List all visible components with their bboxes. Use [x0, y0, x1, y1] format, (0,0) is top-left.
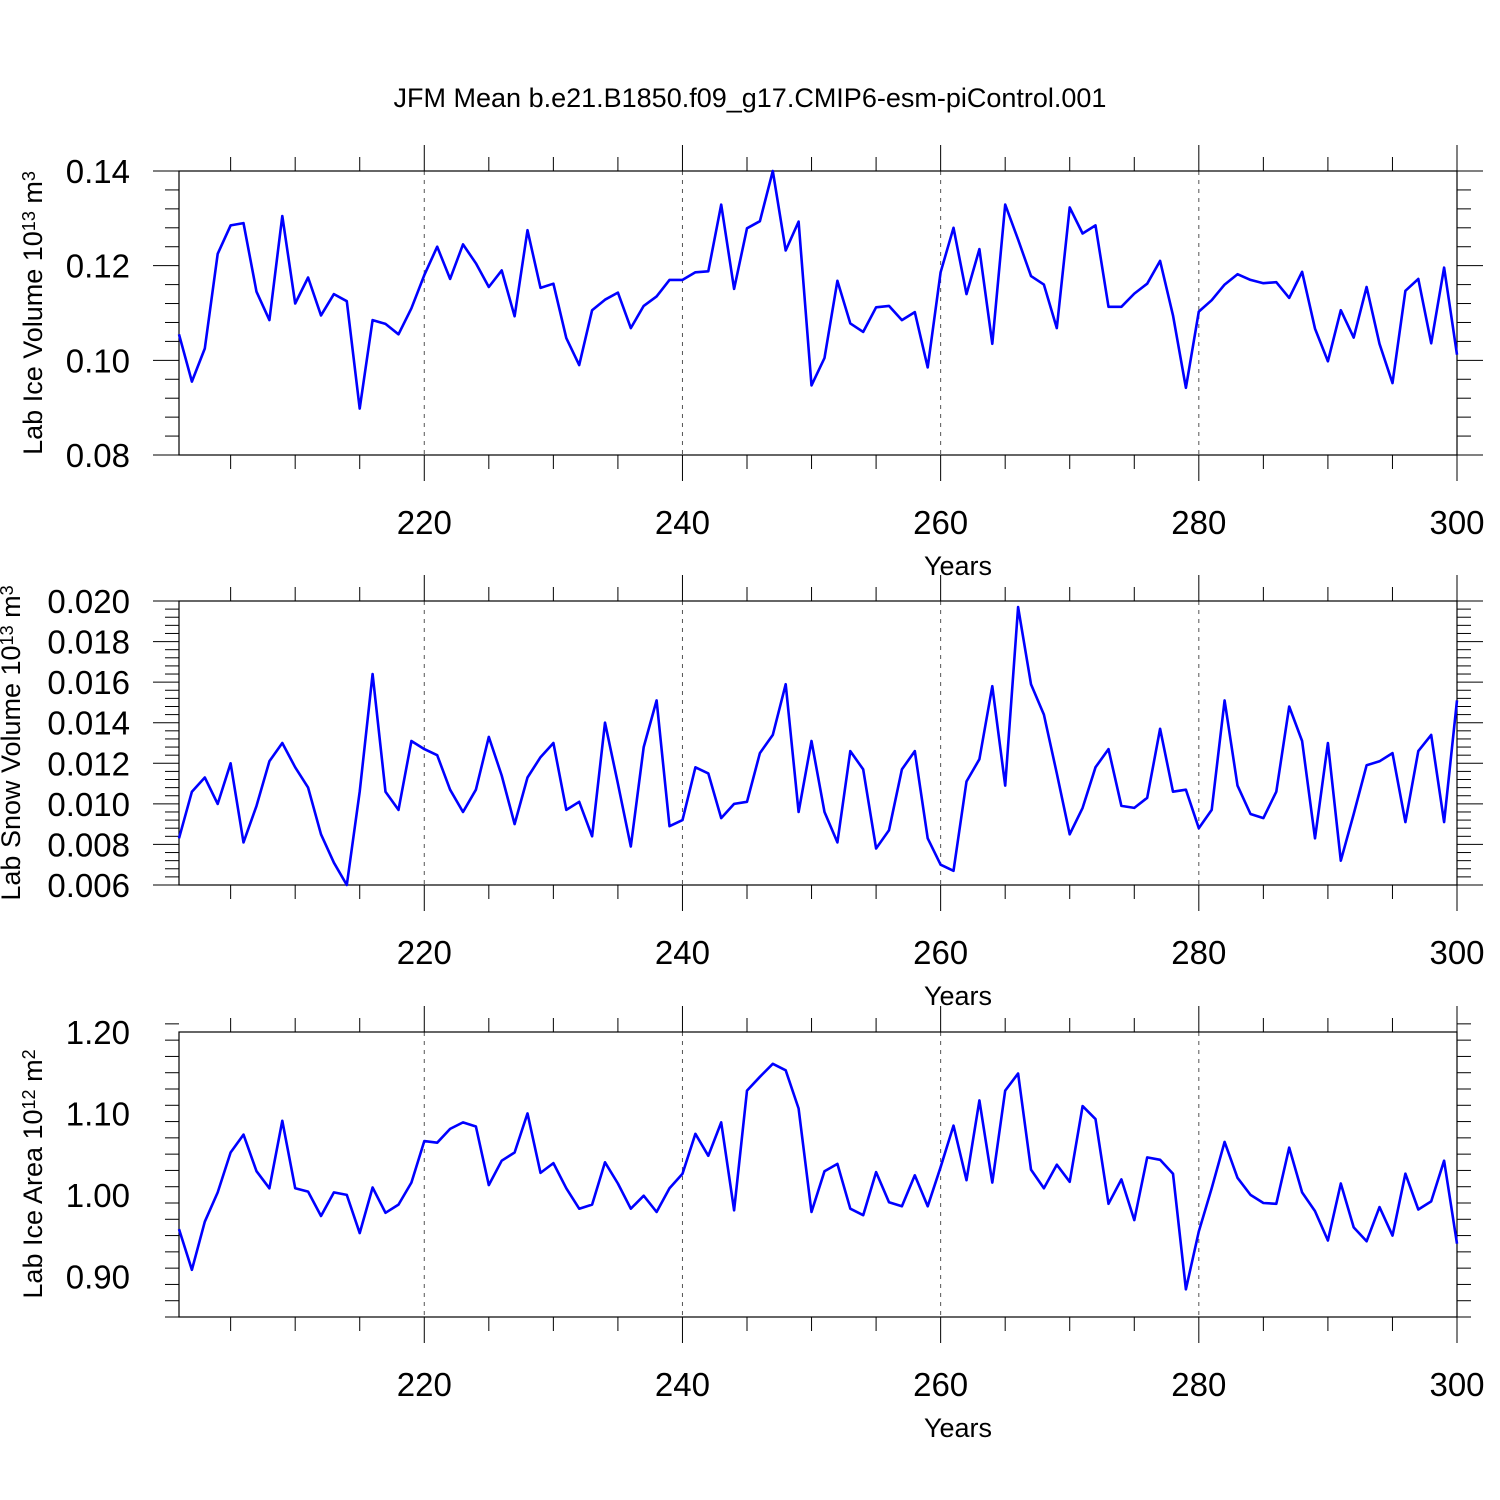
figure-title: JFM Mean b.e21.B1850.f09_g17.CMIP6-esm-p…: [394, 83, 1107, 113]
y-tick-label: 0.14: [66, 153, 130, 190]
y-tick-label: 0.016: [47, 664, 130, 701]
plot-frame: [178, 1031, 1458, 1318]
x-tick-label: 280: [1171, 504, 1226, 541]
series-line: [177, 605, 1459, 887]
x-axis-label: Years: [924, 1413, 992, 1443]
y-axis-label-part: m: [0, 595, 26, 625]
y-tick-label: 1.10: [66, 1095, 130, 1132]
plot-frame: [178, 170, 1458, 456]
y-axis-label: Lab Ice Volume 1013 m3: [18, 171, 48, 455]
y-axis-label-superscript: 2: [19, 1049, 39, 1059]
y-tick-label: 0.10: [66, 342, 130, 379]
x-axis-label: Years: [924, 551, 992, 581]
y-axis-label: Lab Snow Volume 1013 m3: [0, 585, 26, 900]
x-tick-label: 260: [913, 1366, 968, 1403]
y-axis-label: Lab Ice Area 1012 m2: [18, 1049, 48, 1298]
series-line: [177, 1062, 1459, 1291]
plot-frame: [178, 600, 1458, 886]
x-tick-label: 240: [655, 504, 710, 541]
y-axis-label-part: m: [18, 181, 48, 211]
y-axis-label-superscript: 3: [0, 585, 17, 595]
y-axis-label-part: Lab Ice Volume 10: [18, 231, 48, 455]
y-tick-label: 0.020: [47, 583, 130, 620]
y-axis-label-superscript: 13: [19, 211, 39, 231]
x-tick-label: 240: [655, 1366, 710, 1403]
y-tick-label: 0.08: [66, 437, 130, 474]
y-tick-label: 0.018: [47, 624, 130, 661]
x-tick-label: 280: [1171, 1366, 1226, 1403]
x-tick-label: 220: [397, 934, 452, 971]
x-tick-label: 300: [1429, 504, 1484, 541]
y-tick-label: 0.012: [47, 745, 130, 782]
y-tick-label: 0.008: [47, 826, 130, 863]
x-axis-label: Years: [924, 981, 992, 1011]
y-axis-label-superscript: 13: [0, 625, 17, 645]
y-tick-label: 0.006: [47, 867, 130, 904]
y-tick-label: 0.014: [47, 705, 130, 742]
panel-lab-ice-area: 220 240 260 280 300 Years 0.90 1.00 1.10 1.20 Lab …: [18, 1006, 1485, 1443]
x-tick-label: 300: [1429, 934, 1484, 971]
y-tick-label: 0.90: [66, 1258, 130, 1295]
y-tick-label: 0.010: [47, 786, 130, 823]
x-tick-label: 300: [1429, 1366, 1484, 1403]
series-line: [177, 169, 1459, 410]
y-tick-label: 1.20: [66, 1014, 130, 1051]
y-tick-label: 1.00: [66, 1177, 130, 1214]
x-tick-label: 280: [1171, 934, 1226, 971]
x-tick-label: 220: [397, 1366, 452, 1403]
panel-lab-ice-volume: 220 240 260 280 300 Years 0.08 0.10 0.12 0.14 Lab …: [18, 145, 1485, 581]
x-tick-label: 260: [913, 934, 968, 971]
y-axis-label-superscript: 3: [19, 171, 39, 181]
y-axis-label-part: m: [18, 1059, 48, 1089]
y-axis-label-part: Lab Snow Volume 10: [0, 645, 26, 900]
x-tick-label: 220: [397, 504, 452, 541]
y-axis-label-part: Lab Ice Area 10: [18, 1109, 48, 1298]
x-tick-label: 240: [655, 934, 710, 971]
x-tick-label: 260: [913, 504, 968, 541]
y-tick-label: 0.12: [66, 248, 130, 285]
y-axis-label-superscript: 12: [19, 1089, 39, 1109]
